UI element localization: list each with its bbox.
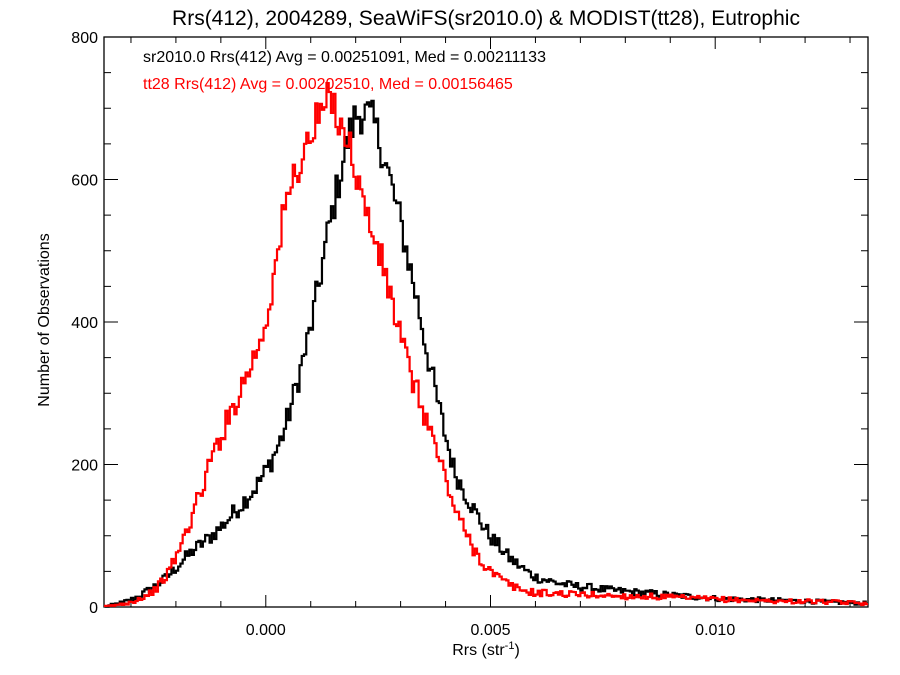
y-tick-label: 400 <box>71 315 98 332</box>
y-tick-label: 0 <box>89 600 98 617</box>
series-black-histogram <box>104 99 868 608</box>
legend-annotations: sr2010.0 Rrs(412) Avg = 0.00251091, Med … <box>143 49 546 93</box>
x-axis-label-main: Rrs (str <box>452 642 505 659</box>
y-tick-label: 600 <box>71 173 98 190</box>
x-axis-label-superscript: -1 <box>505 640 515 652</box>
axis-ticks <box>104 36 868 608</box>
y-tick-label: 200 <box>71 458 98 475</box>
x-tick-label: 0.005 <box>470 622 510 639</box>
series-layer <box>104 82 868 608</box>
annotation-tt28: tt28 Rrs(412) Avg = 0.00202510, Med = 0.… <box>143 76 513 93</box>
annotation-sr2010: sr2010.0 Rrs(412) Avg = 0.00251091, Med … <box>143 49 546 66</box>
x-tick-label: 0.000 <box>246 622 286 639</box>
axis-tick-labels: 0.000 0.005 0.010 0 200 400 600 800 <box>71 30 735 639</box>
x-axis-label: Rrs (str-1) <box>452 640 520 659</box>
y-axis-label: Number of Observations <box>36 233 53 406</box>
x-tick-label: 0.010 <box>695 622 735 639</box>
chart-title: Rrs(412), 2004289, SeaWiFS(sr2010.0) & M… <box>172 7 800 30</box>
plot-frame <box>103 36 869 608</box>
x-axis-label-close: ) <box>514 642 519 659</box>
plot-border <box>103 36 869 608</box>
series-red-histogram <box>104 82 868 608</box>
y-tick-label: 800 <box>71 30 98 47</box>
